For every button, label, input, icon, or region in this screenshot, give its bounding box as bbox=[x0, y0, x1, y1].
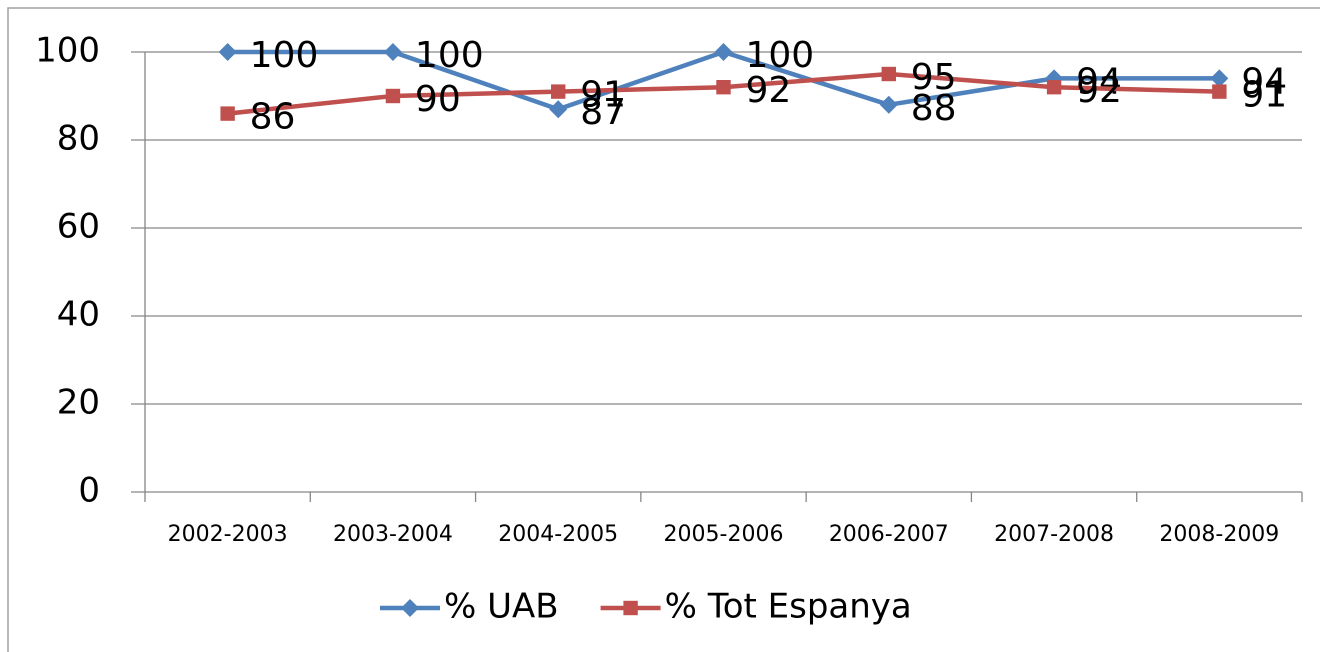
value-label: 92 bbox=[1076, 70, 1122, 111]
x-tick-label: 2005-2006 bbox=[664, 522, 784, 547]
marker bbox=[716, 80, 731, 95]
y-tick-label: 0 bbox=[78, 471, 100, 511]
x-tick-label: 2007-2008 bbox=[994, 522, 1114, 547]
legend-label: % Tot Espanya bbox=[665, 587, 912, 627]
legend-label: % UAB bbox=[444, 587, 559, 627]
value-label: 95 bbox=[911, 57, 957, 98]
value-label: 91 bbox=[1241, 75, 1287, 116]
y-tick-label: 20 bbox=[57, 383, 100, 423]
value-label: 100 bbox=[250, 35, 319, 76]
marker bbox=[220, 106, 235, 121]
x-tick-label: 2002-2003 bbox=[168, 522, 288, 547]
legend-marker bbox=[623, 600, 638, 616]
marker bbox=[218, 43, 237, 61]
value-label: 100 bbox=[415, 35, 484, 76]
x-tick-label: 2003-2004 bbox=[333, 522, 453, 547]
chart-border bbox=[7, 7, 1320, 652]
x-tick-label: 2008-2009 bbox=[1159, 522, 1279, 547]
legend-marker bbox=[401, 599, 419, 617]
value-label: 100 bbox=[746, 35, 815, 76]
y-tick-label: 40 bbox=[57, 295, 100, 335]
marker bbox=[383, 43, 402, 61]
marker bbox=[549, 100, 568, 119]
value-label: 86 bbox=[250, 97, 296, 138]
marker bbox=[1210, 69, 1229, 88]
value-label: 88 bbox=[911, 88, 957, 129]
y-tick-label: 100 bbox=[35, 31, 100, 71]
marker bbox=[385, 88, 401, 104]
value-label: 94 bbox=[1241, 61, 1287, 102]
value-label: 92 bbox=[746, 70, 792, 111]
value-label: 94 bbox=[1076, 61, 1122, 102]
y-tick-label: 60 bbox=[57, 207, 100, 247]
marker bbox=[879, 95, 898, 114]
marker bbox=[714, 43, 733, 61]
value-label: 90 bbox=[415, 79, 461, 120]
y-tick-label: 80 bbox=[57, 119, 100, 159]
value-label: 87 bbox=[580, 92, 626, 133]
marker bbox=[881, 66, 896, 82]
x-tick-label: 2006-2007 bbox=[829, 522, 949, 547]
marker bbox=[1212, 84, 1227, 99]
x-tick-label: 2004-2005 bbox=[498, 522, 618, 547]
marker bbox=[1046, 80, 1062, 95]
marker bbox=[551, 84, 566, 99]
value-label: 91 bbox=[580, 75, 626, 116]
